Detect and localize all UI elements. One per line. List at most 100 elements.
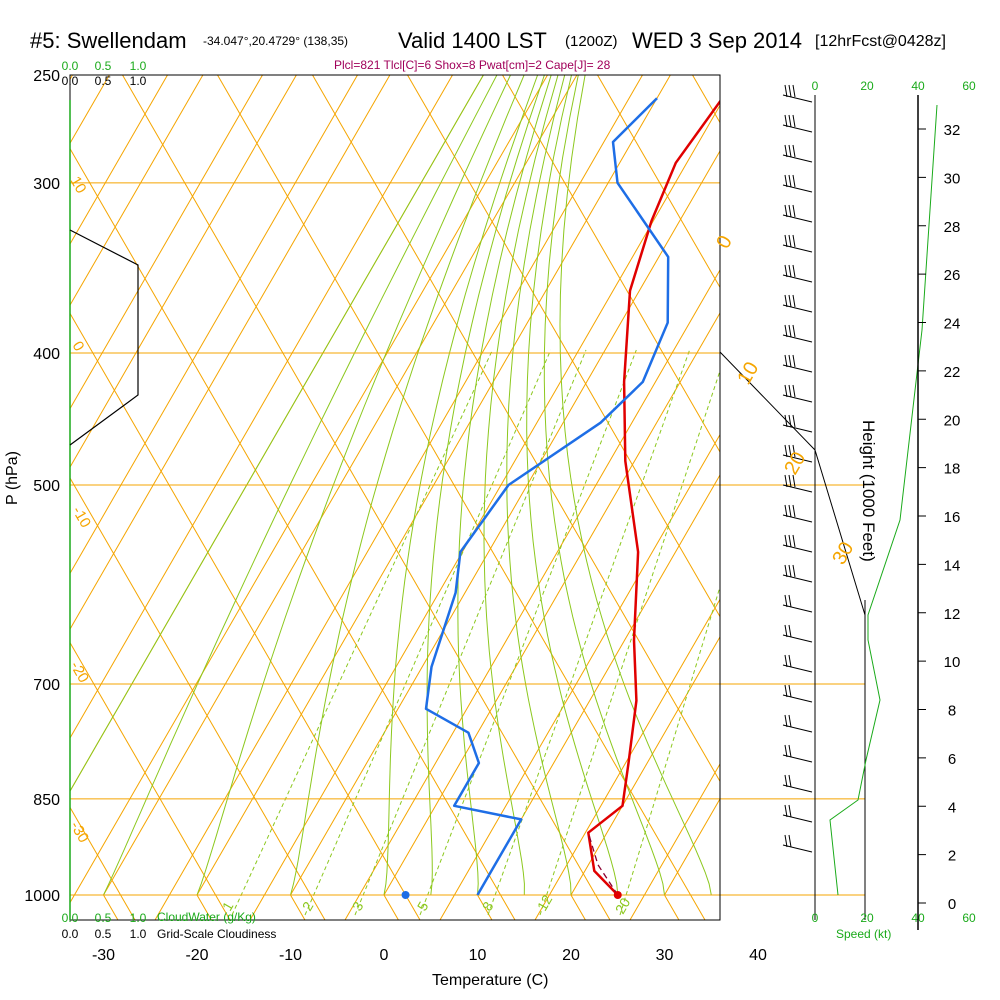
forecast-run: [12hrFcst@0428z] bbox=[815, 33, 946, 50]
cloudiness-top-tick: 0.0 bbox=[62, 74, 79, 88]
wind-barb-feather bbox=[784, 714, 788, 728]
wind-barb bbox=[782, 124, 813, 133]
isotherm-label: -10 bbox=[69, 504, 95, 531]
wind-barb-feather bbox=[788, 774, 792, 788]
moist-adiabat-line bbox=[103, 75, 498, 896]
x-axis-label: Temperature (C) bbox=[432, 972, 549, 989]
pressure-tick-label: 1000 bbox=[24, 888, 60, 905]
pressure-tick-label: 500 bbox=[33, 478, 60, 495]
height-tick-label: 18 bbox=[944, 461, 961, 478]
dry-adiabat-line bbox=[216, 75, 706, 920]
speed-top-tick: 60 bbox=[962, 79, 976, 93]
isotherm-line bbox=[570, 894, 586, 920]
height-tick-label: 14 bbox=[944, 557, 961, 574]
isotherm-line bbox=[383, 894, 399, 920]
wind-barb bbox=[782, 724, 813, 733]
wind-barb-feather bbox=[788, 624, 792, 638]
wind-barb-feather bbox=[792, 414, 796, 428]
wind-barb bbox=[782, 484, 813, 493]
dry-adiabat-line bbox=[596, 75, 720, 289]
cloudiness-bottom-tick: 0.0 bbox=[62, 927, 79, 941]
dry-adiabat-line bbox=[534, 598, 720, 920]
wind-barb bbox=[782, 574, 813, 583]
dry-adiabat-line bbox=[311, 75, 720, 783]
wind-barb-feather bbox=[788, 144, 792, 158]
x-tick-label: 30 bbox=[656, 947, 674, 964]
wind-barb-feather bbox=[792, 444, 796, 458]
dry-adiabat-line bbox=[70, 75, 549, 904]
wind-barb bbox=[782, 304, 813, 313]
wind-barb-feather bbox=[788, 234, 792, 248]
wind-barb-feather bbox=[788, 324, 792, 338]
mixing-ratio-line bbox=[354, 349, 587, 916]
moist-adiabat-line bbox=[196, 75, 511, 896]
x-tick-label: 10 bbox=[469, 947, 487, 964]
cloudwater-label: CloudWater (g/Kg) bbox=[157, 910, 256, 924]
wind-barb-feather bbox=[784, 774, 788, 788]
series-line-temperature bbox=[587, 99, 720, 896]
height-axis-label: Height (1000 Feet) bbox=[859, 420, 878, 562]
valid-z: (1200Z) bbox=[565, 33, 618, 50]
wind-barb bbox=[782, 664, 813, 673]
dry-adiabat-line bbox=[70, 75, 169, 246]
wind-barb bbox=[782, 634, 813, 643]
wind-barb-feather bbox=[784, 354, 788, 368]
stability-indices: Plcl=821 Tlcl[C]=6 Shox=8 Pwat[cm]=2 Cap… bbox=[334, 58, 611, 72]
isotherm-line bbox=[664, 894, 680, 920]
wind-barb-feather bbox=[792, 354, 796, 368]
isotherm-line bbox=[196, 894, 212, 920]
dry-adiabat-line bbox=[0, 0, 295, 920]
wind-barb bbox=[782, 154, 813, 163]
wind-barb-feather bbox=[792, 174, 796, 188]
wind-barb-feather bbox=[784, 264, 788, 278]
pressure-tick-label: 250 bbox=[33, 68, 60, 85]
isotherm-label: 10 bbox=[67, 174, 90, 197]
wind-barb-feather bbox=[784, 744, 788, 758]
wind-barb bbox=[782, 784, 813, 793]
pressure-tick-label: 850 bbox=[33, 792, 60, 809]
wind-barb-feather bbox=[784, 564, 788, 578]
mixing-ratio-label: 8 bbox=[479, 899, 497, 914]
series-line-parcel bbox=[587, 832, 619, 896]
wind-barb-feather bbox=[788, 654, 792, 668]
isotherm-line bbox=[10, 895, 24, 920]
height-tick-label: 20 bbox=[944, 412, 961, 429]
wind-barb-feather bbox=[792, 114, 796, 128]
dry-adiabat-line bbox=[70, 147, 516, 920]
wind-barb bbox=[782, 754, 813, 763]
wind-barb-feather bbox=[784, 174, 788, 188]
speed-top-tick: 40 bbox=[911, 79, 925, 93]
height-tick-label: 22 bbox=[944, 364, 961, 381]
wind-barb bbox=[782, 94, 813, 103]
background-grid bbox=[0, 0, 720, 920]
mixing-ratio-label: 5 bbox=[414, 899, 432, 914]
dry-adiabat-line bbox=[439, 433, 720, 920]
wind-barb bbox=[782, 694, 813, 703]
cloudiness-top-tick: 1.0 bbox=[130, 74, 147, 88]
mixing-ratio-label: 12 bbox=[534, 892, 556, 914]
wind-barb bbox=[782, 394, 813, 403]
cloudiness-label: Grid-Scale Cloudiness bbox=[157, 927, 277, 941]
sounding-series bbox=[424, 97, 720, 896]
wind-barbs: 0 20 40 600 20 40 60 bbox=[719, 79, 976, 925]
wind-barb-feather bbox=[784, 144, 788, 158]
cloudwater-bottom-tick: 0.0 bbox=[62, 911, 79, 925]
forecast-date: WED 3 Sep 2014 bbox=[632, 28, 802, 53]
wind-barb-feather bbox=[792, 384, 796, 398]
moist-adiabat-line bbox=[457, 75, 552, 896]
height-tick-label: 8 bbox=[948, 703, 956, 720]
wind-barb-feather bbox=[792, 204, 796, 218]
dry-adiabat-line bbox=[70, 476, 326, 920]
wind-barb bbox=[782, 544, 813, 553]
x-tick-label: -30 bbox=[92, 947, 115, 964]
cloudiness-bottom-tick: 1.0 bbox=[130, 927, 147, 941]
wind-barb-feather bbox=[784, 294, 788, 308]
isotherm-line bbox=[70, 75, 297, 469]
pressure-tick-label: 700 bbox=[33, 677, 60, 694]
wind-barb-feather bbox=[784, 444, 788, 458]
isotherm-line bbox=[290, 894, 306, 920]
wind-barb bbox=[782, 214, 813, 223]
isotherm-label: 30 bbox=[828, 538, 858, 568]
